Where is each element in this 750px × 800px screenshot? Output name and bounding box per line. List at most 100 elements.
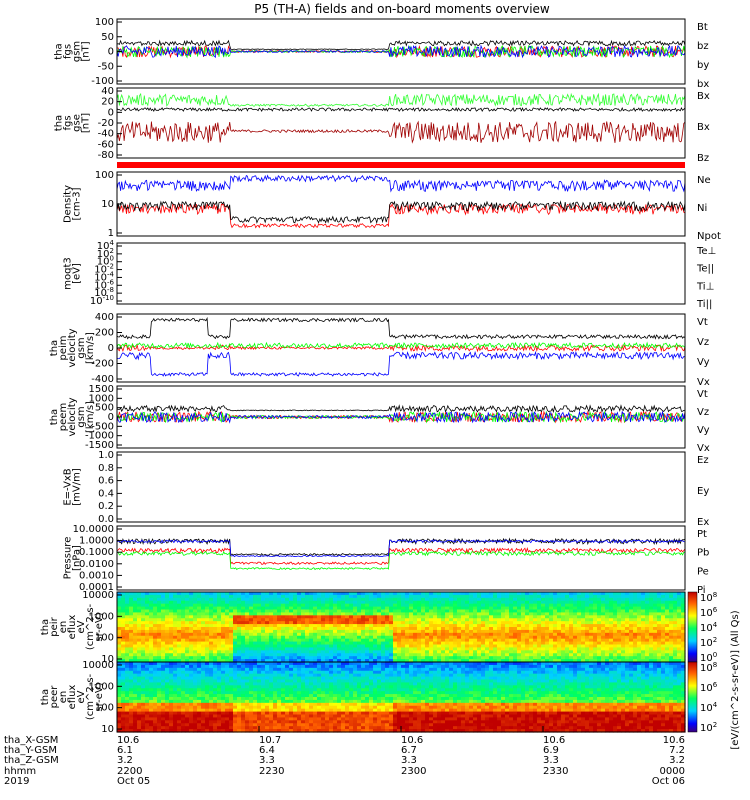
heatmap-cell [237, 609, 242, 614]
heatmap-cell [505, 635, 510, 640]
heatmap-cell [217, 726, 222, 730]
heatmap-cell [265, 597, 270, 602]
heatmap-cell [233, 702, 238, 707]
heatmap-cell [329, 618, 334, 622]
heatmap-cell [185, 682, 190, 686]
heatmap-cell [233, 688, 238, 692]
heatmap-cell [161, 673, 166, 678]
heatmap-cell [257, 694, 262, 698]
heatmap-cell [433, 641, 438, 646]
heatmap-cell [389, 612, 394, 616]
heatmap-cell [305, 702, 310, 707]
heatmap-cell [117, 647, 122, 651]
heatmap-cell [673, 612, 678, 616]
heatmap-cell [385, 627, 390, 631]
heatmap-cell [509, 592, 514, 596]
heatmap-cell [461, 638, 466, 643]
heatmap-cell [349, 627, 354, 631]
heatmap-cell [197, 676, 202, 681]
heatmap-cell [173, 682, 178, 686]
heatmap-cell [641, 638, 646, 643]
heatmap-cell [401, 603, 406, 608]
heatmap-cell [325, 720, 330, 724]
heatmap-cell [297, 644, 302, 649]
heatmap-cell [257, 717, 262, 721]
heatmap-cell [569, 612, 574, 616]
heatmap-cell [225, 694, 230, 698]
heatmap-cell [313, 615, 318, 619]
heatmap-cell [609, 594, 614, 599]
heatmap-cell [181, 723, 186, 727]
heatmap-cell [361, 618, 366, 622]
heatmap-cell [333, 635, 338, 640]
heatmap-cell [673, 597, 678, 602]
heatmap-cell [133, 629, 138, 634]
heatmap-cell [333, 603, 338, 608]
heatmap-cell [629, 627, 634, 631]
heatmap-cell [265, 638, 270, 643]
heatmap-cell [313, 635, 318, 640]
heatmap-cell [337, 705, 342, 710]
heatmap-cell [257, 615, 262, 619]
heatmap-cell [461, 597, 466, 602]
heatmap-cell [665, 592, 670, 596]
heatmap-cell [289, 656, 294, 660]
heatmap-cell [145, 670, 150, 675]
heatmap-cell [125, 705, 130, 710]
heatmap-cell [209, 670, 214, 675]
heatmap-cell [613, 615, 618, 619]
heatmap-cell [193, 670, 198, 675]
heatmap-cell [445, 592, 450, 596]
heatmap-cell [533, 656, 538, 660]
heatmap-cell [277, 592, 282, 596]
heatmap-cell [297, 638, 302, 643]
heatmap-cell [321, 600, 326, 605]
heatmap-cell [197, 705, 202, 710]
heatmap-cell [681, 606, 686, 611]
heatmap-cell [273, 592, 278, 596]
heatmap-cell [165, 603, 170, 608]
heatmap-cell [469, 638, 474, 643]
heatmap-cell [273, 729, 278, 733]
heatmap-cell [193, 592, 198, 596]
heatmap-cell [269, 729, 274, 733]
panel-frame [116, 313, 686, 383]
heatmap-cell [253, 624, 258, 628]
heatmap-cell [185, 667, 190, 672]
heatmap-cell [493, 627, 498, 631]
heatmap-cell [249, 600, 254, 605]
heatmap-cell [485, 612, 490, 616]
heatmap-cell [641, 594, 646, 599]
heatmap-cell [413, 635, 418, 640]
heatmap-cell [405, 659, 410, 663]
heatmap-cell [293, 714, 298, 719]
heatmap-cell [173, 662, 178, 666]
y-tick-label: -1000 [85, 431, 114, 442]
heatmap-cell [629, 635, 634, 640]
heatmap-cell [425, 635, 430, 640]
heatmap-cell [221, 624, 226, 628]
heatmap-cell [409, 632, 414, 637]
heatmap-cell [241, 664, 246, 669]
heatmap-cell [245, 606, 250, 611]
heatmap-cell [253, 629, 258, 634]
heatmap-cell [233, 711, 238, 716]
heatmap-cell [221, 664, 226, 669]
heatmap-cell [269, 650, 274, 654]
heatmap-cell [361, 600, 366, 605]
heatmap-cell [225, 717, 230, 721]
heatmap-cell [353, 592, 358, 596]
heatmap-cell [373, 592, 378, 596]
heatmap-cell [137, 656, 142, 660]
heatmap-cell [309, 627, 314, 631]
heatmap-cell [517, 621, 522, 625]
heatmap-cell [569, 638, 574, 643]
heatmap-cell [393, 627, 398, 631]
heatmap-cell [377, 603, 382, 608]
heatmap-cell [365, 597, 370, 602]
heatmap-cell [161, 656, 166, 660]
heatmap-cell [169, 723, 174, 727]
heatmap-cell [401, 606, 406, 611]
heatmap-cell [537, 621, 542, 625]
heatmap-cell [497, 603, 502, 608]
